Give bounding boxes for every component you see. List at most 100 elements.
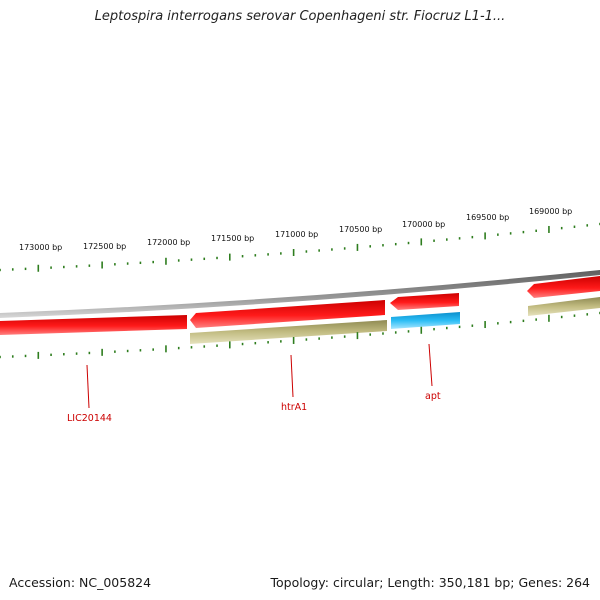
scale-labels: 173000 bp 172500 bp 172000 bp 171500 bp … <box>19 207 572 252</box>
gene-label-apt[interactable]: apt <box>425 391 441 402</box>
minor-tick <box>216 256 218 260</box>
minor-tick <box>433 327 435 331</box>
scale-label-171000: 171000 bp <box>275 230 318 239</box>
scale-label-169500: 169500 bp <box>466 213 509 222</box>
accession-text: Accession: NC_005824 <box>9 575 152 590</box>
scale-label-169000: 169000 bp <box>529 207 572 216</box>
minor-tick <box>177 259 180 262</box>
minor-tick <box>280 252 282 255</box>
minor-tick <box>88 264 91 267</box>
gene-apt-upstream-feature[interactable] <box>390 293 459 310</box>
scale-label-172000: 172000 bp <box>147 238 190 247</box>
genome-backbone <box>0 270 600 318</box>
minor-tick <box>190 258 193 261</box>
minor-tick <box>535 318 537 321</box>
forward-strand-genes <box>0 276 600 335</box>
gene-apt-feature[interactable] <box>391 312 460 329</box>
minor-tick <box>394 331 397 334</box>
minor-tick <box>318 249 320 252</box>
minor-tick <box>126 349 129 353</box>
gene-htrA1-feature[interactable] <box>190 320 387 344</box>
minor-tick <box>369 333 372 336</box>
minor-tick <box>407 330 410 333</box>
minor-tick <box>254 341 257 345</box>
scale-label-172500: 172500 bp <box>83 242 126 251</box>
minor-tick <box>11 355 14 358</box>
gene-htrA1-upstream-feature[interactable] <box>190 300 385 328</box>
gene-LIC20144-feature[interactable] <box>0 315 187 335</box>
minor-tick <box>560 226 563 230</box>
minor-tick <box>11 268 14 271</box>
minor-tick <box>241 342 244 346</box>
reverse-strand-genes <box>190 297 600 344</box>
minor-tick <box>63 353 65 356</box>
minor-tick <box>0 268 1 272</box>
minor-tick <box>535 229 537 232</box>
minor-tick <box>522 230 525 234</box>
minor-tick <box>203 257 206 261</box>
minor-tick <box>497 233 499 236</box>
minor-tick <box>522 319 525 323</box>
outer-scale: 173000 bp 172500 bp 172000 bp 171500 bp … <box>0 207 600 272</box>
gene-label-LIC20144[interactable]: LIC20144 <box>67 413 112 424</box>
outer-tick-dots <box>0 222 600 272</box>
minor-tick <box>382 332 384 335</box>
minor-tick <box>139 261 142 265</box>
minor-tick <box>509 232 512 235</box>
minor-tick <box>394 242 397 246</box>
minor-tick <box>50 266 52 269</box>
minor-tick <box>331 248 333 251</box>
gene-label-htrA1[interactable]: htrA1 <box>281 402 307 413</box>
minor-tick <box>407 241 410 245</box>
minor-tick <box>63 265 65 269</box>
minor-tick <box>586 313 589 316</box>
minor-tick <box>318 337 320 340</box>
outer-major-ticks <box>37 225 550 272</box>
scale-label-173000: 173000 bp <box>19 243 62 252</box>
gene-right-feature[interactable] <box>527 276 600 298</box>
gene-labels: LIC20144 htrA1 apt <box>67 343 441 424</box>
minor-tick <box>458 325 461 329</box>
minor-tick <box>126 262 129 265</box>
minor-tick <box>75 352 78 355</box>
minor-tick <box>343 335 346 338</box>
minor-tick <box>369 245 372 248</box>
minor-tick <box>446 326 448 330</box>
scale-label-171500: 171500 bp <box>211 234 254 243</box>
scale-label-170000: 170000 bp <box>402 220 445 229</box>
minor-tick <box>152 260 154 264</box>
leader-line-apt <box>428 343 433 387</box>
minor-tick <box>560 315 563 319</box>
minor-tick <box>114 350 116 353</box>
minor-tick <box>446 238 448 241</box>
minor-tick <box>471 324 474 327</box>
minor-tick <box>509 320 512 324</box>
minor-tick <box>203 345 206 348</box>
minor-tick <box>497 322 499 325</box>
minor-tick <box>280 340 282 343</box>
minor-tick <box>152 348 154 351</box>
minor-tick <box>382 244 384 247</box>
leader-line-htrA1 <box>290 354 294 398</box>
minor-tick <box>343 247 346 250</box>
map-title: Leptospira interrogans serovar Copenhage… <box>94 9 506 24</box>
minor-tick <box>0 355 1 359</box>
minor-tick <box>177 346 180 350</box>
minor-tick <box>331 336 333 339</box>
minor-tick <box>458 237 461 240</box>
genome-summary: Topology: circular; Length: 350,181 bp; … <box>270 575 591 590</box>
minor-tick <box>241 255 244 258</box>
minor-tick <box>114 263 116 266</box>
minor-tick <box>75 265 78 268</box>
minor-tick <box>88 351 91 355</box>
minor-tick <box>267 341 269 344</box>
minor-tick <box>190 346 193 349</box>
minor-tick <box>573 314 576 317</box>
minor-tick <box>586 224 589 227</box>
minor-tick <box>471 235 474 239</box>
minor-tick <box>24 267 27 271</box>
gene-right-reverse-feature[interactable] <box>528 297 600 316</box>
minor-tick <box>254 254 257 257</box>
leader-line-LIC20144 <box>86 364 90 409</box>
